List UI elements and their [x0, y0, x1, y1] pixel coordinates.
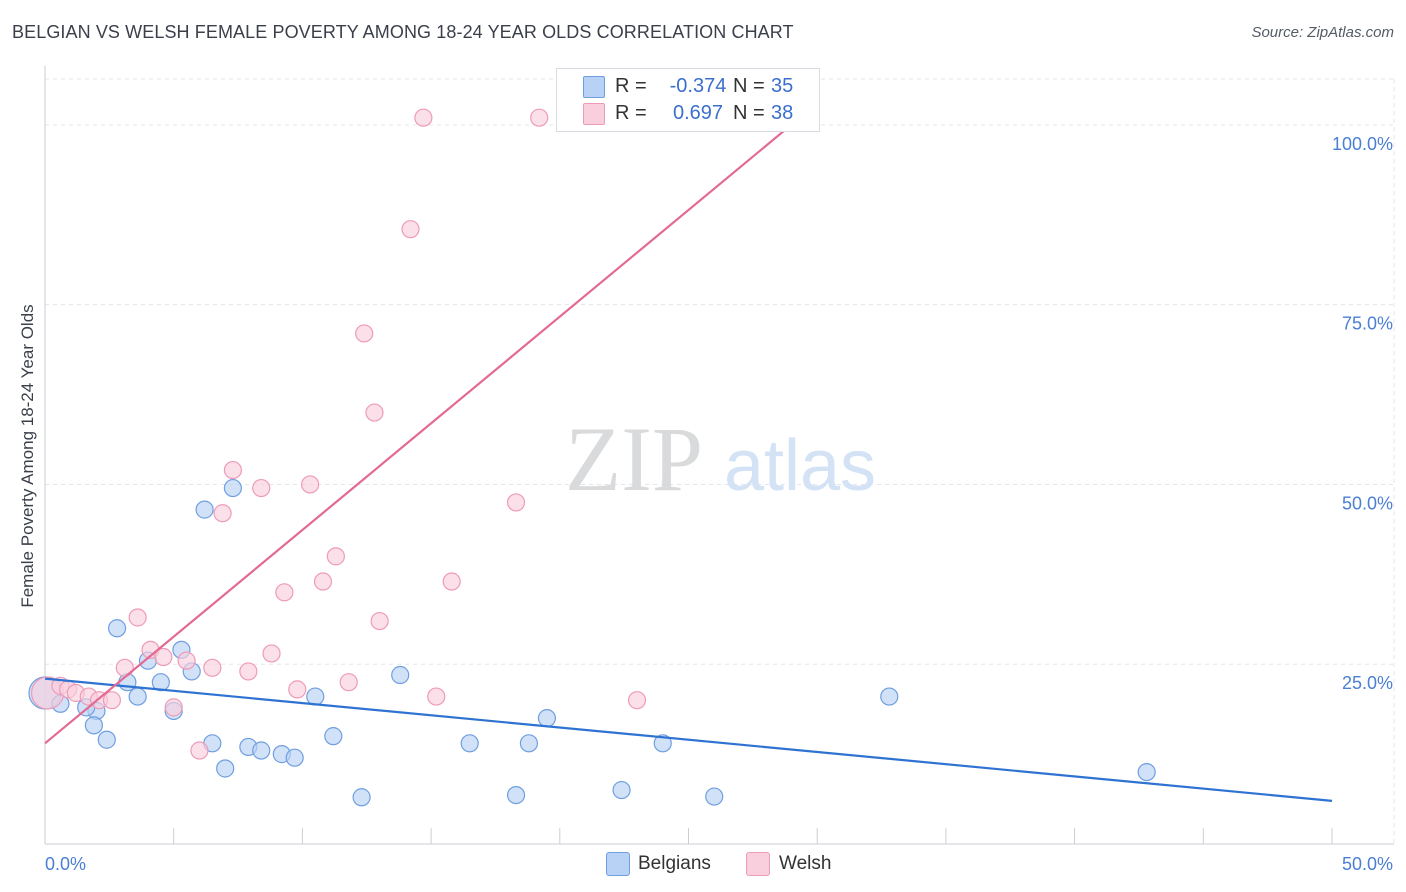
welsh-point — [102, 691, 122, 710]
belgians-trend-line — [44, 677, 1333, 802]
belgians-point — [306, 687, 325, 706]
belgians-point — [460, 734, 479, 753]
welsh-point — [190, 741, 209, 760]
trend-lines — [44, 102, 1333, 802]
belgians-point — [107, 619, 127, 638]
legend-r-label: R = — [615, 102, 647, 124]
x-tick-label: 0.0% — [45, 854, 86, 874]
belgians-point — [128, 687, 147, 706]
belgians-point — [537, 709, 557, 728]
welsh-point — [239, 662, 258, 681]
welsh-point — [252, 478, 271, 498]
welsh-point — [442, 572, 461, 591]
belgians-point — [519, 734, 539, 753]
welsh-point — [339, 673, 358, 692]
belgians-point — [84, 716, 104, 735]
chart-title: BELGIAN VS WELSH FEMALE POVERTY AMONG 18… — [12, 22, 794, 42]
belgians-point — [612, 780, 631, 800]
welsh-point — [128, 608, 147, 627]
belgians-point — [653, 734, 672, 753]
belgians-point — [506, 786, 526, 805]
welsh-point — [627, 691, 647, 710]
welsh-point — [427, 687, 446, 706]
welsh-point — [401, 220, 420, 239]
welsh-point — [223, 460, 243, 480]
welsh-legend-swatch — [746, 852, 770, 876]
welsh-point — [288, 680, 307, 699]
y-tick-label: 25.0% — [1342, 673, 1393, 693]
welsh-point — [203, 658, 222, 677]
belgians-point — [324, 727, 343, 746]
belgians-point — [285, 748, 304, 767]
y-tick-label: 100.0% — [1332, 134, 1393, 154]
tick-labels: 25.0% 50.0% 75.0% 100.0% 0.0% 50.0% — [45, 134, 1393, 874]
welsh-point — [355, 324, 374, 343]
welsh-point — [365, 403, 384, 422]
axes — [44, 66, 1394, 845]
belgians-point — [352, 788, 371, 807]
belgians-point — [391, 665, 410, 685]
belgians-point — [252, 741, 271, 760]
watermark-zip: ZIP — [565, 408, 703, 510]
legend-n-value: 35 — [771, 75, 794, 97]
welsh-point — [275, 583, 294, 602]
belgians-point — [97, 730, 116, 749]
x-tick-label: 50.0% — [1342, 854, 1393, 874]
welsh-point — [506, 493, 526, 512]
belgians-legend-swatch — [606, 852, 630, 876]
welsh-legend-label: Welsh — [779, 853, 832, 874]
legend-r-label: R = — [615, 75, 647, 97]
welsh-point — [115, 658, 134, 677]
y-tick-label: 50.0% — [1342, 493, 1393, 513]
watermark-atlas: atlas — [724, 426, 876, 506]
legend-r-value: -0.374 — [669, 75, 727, 97]
welsh-swatch — [583, 103, 605, 125]
grid-lines — [45, 78, 1395, 844]
legend-n-label: N = — [733, 102, 765, 124]
belgians-point — [880, 687, 899, 706]
welsh-point — [414, 108, 433, 127]
y-axis-label: Female Poverty Among 18-24 Year Olds — [18, 304, 37, 608]
welsh-point — [262, 644, 281, 663]
welsh-trend-line — [44, 102, 818, 745]
welsh-point — [164, 698, 183, 717]
source-credit: Source: ZipAtlas.com — [1251, 24, 1394, 41]
welsh-point — [326, 547, 345, 566]
welsh-point — [313, 572, 333, 591]
welsh-point — [530, 108, 549, 127]
legend-n-label: N = — [733, 75, 765, 97]
y-tick-label: 75.0% — [1342, 314, 1393, 334]
welsh-point — [213, 504, 232, 523]
welsh-point — [154, 647, 173, 667]
belgians-point — [216, 759, 235, 778]
welsh-point — [301, 475, 320, 494]
belgians-point — [223, 478, 243, 498]
watermark: ZIP atlas — [565, 408, 876, 510]
legend-n-value: 38 — [771, 102, 794, 124]
belgians-legend-label: Belgians — [638, 853, 711, 874]
belgians-point — [705, 787, 724, 806]
welsh-point — [370, 611, 389, 631]
correlation-legend: R = -0.374 N = 35 R = 0.697 N = 38 — [556, 68, 820, 132]
belgians-swatch — [583, 76, 605, 98]
belgians-point — [1137, 762, 1156, 782]
data-points — [28, 108, 1156, 807]
legend-r-value: 0.697 — [672, 102, 724, 124]
belgians-point — [195, 500, 214, 519]
welsh-point — [177, 651, 196, 670]
